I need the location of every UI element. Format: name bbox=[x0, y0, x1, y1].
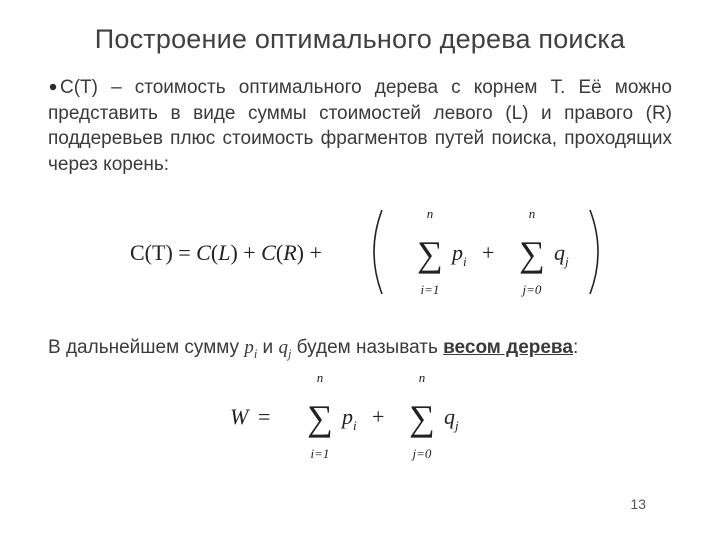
svg-text:n: n bbox=[317, 370, 324, 385]
formula-weight: W = n ∑ i=1 pi + n ∑ j=0 qj bbox=[48, 368, 672, 469]
svg-text:i=1: i=1 bbox=[311, 446, 330, 461]
slide: Построение оптимального дерева поиска С(… bbox=[0, 0, 720, 540]
sum2-lower: j=0 bbox=[521, 282, 542, 297]
paragraph-definition-text: С(T) – стоимость оптимального дерева с к… bbox=[48, 77, 672, 175]
bullet-icon bbox=[48, 74, 58, 100]
svg-text:∑: ∑ bbox=[417, 234, 443, 274]
para2-end: : bbox=[573, 337, 578, 358]
term-tree-weight: весом дерева bbox=[443, 337, 573, 358]
svg-text:+: + bbox=[372, 404, 384, 429]
svg-text:n: n bbox=[419, 370, 426, 385]
svg-text:qj: qj bbox=[554, 240, 569, 269]
svg-text:pi: pi bbox=[340, 404, 357, 433]
inline-math-pi: pi bbox=[244, 337, 257, 358]
inline-math-qj: qj bbox=[278, 337, 291, 358]
svg-text:qj: qj bbox=[444, 404, 459, 433]
svg-text:W: W bbox=[230, 404, 250, 429]
svg-text:+: + bbox=[482, 240, 494, 265]
sum2-upper: n bbox=[529, 206, 536, 221]
svg-text:=: = bbox=[258, 404, 270, 429]
svg-text:∑: ∑ bbox=[307, 398, 333, 438]
para2-mid: и bbox=[263, 337, 279, 358]
slide-title: Построение оптимального дерева поиска bbox=[48, 24, 672, 55]
paragraph-weight-intro: В дальнейшем сумму pi и qj будем называт… bbox=[48, 335, 672, 362]
sum1-lower: i=1 bbox=[421, 282, 440, 297]
svg-text:∑: ∑ bbox=[519, 234, 545, 274]
svg-text:∑: ∑ bbox=[409, 398, 435, 438]
para2-prefix: В дальнейшем сумму bbox=[48, 337, 244, 358]
svg-text:C(T) = C(L) + C(R) +: C(T) = C(L) + C(R) + bbox=[130, 240, 322, 265]
formula-cost: C(T) = C(L) + C(R) + n ∑ i=1 pi + n ∑ j=… bbox=[48, 202, 672, 307]
page-number: 13 bbox=[630, 496, 646, 512]
para2-suffix: будем называть bbox=[297, 337, 443, 358]
svg-text:pi: pi bbox=[450, 240, 467, 269]
sum1-upper: n bbox=[427, 206, 434, 221]
svg-text:j=0: j=0 bbox=[411, 446, 432, 461]
paragraph-definition: С(T) – стоимость оптимального дерева с к… bbox=[48, 75, 672, 178]
